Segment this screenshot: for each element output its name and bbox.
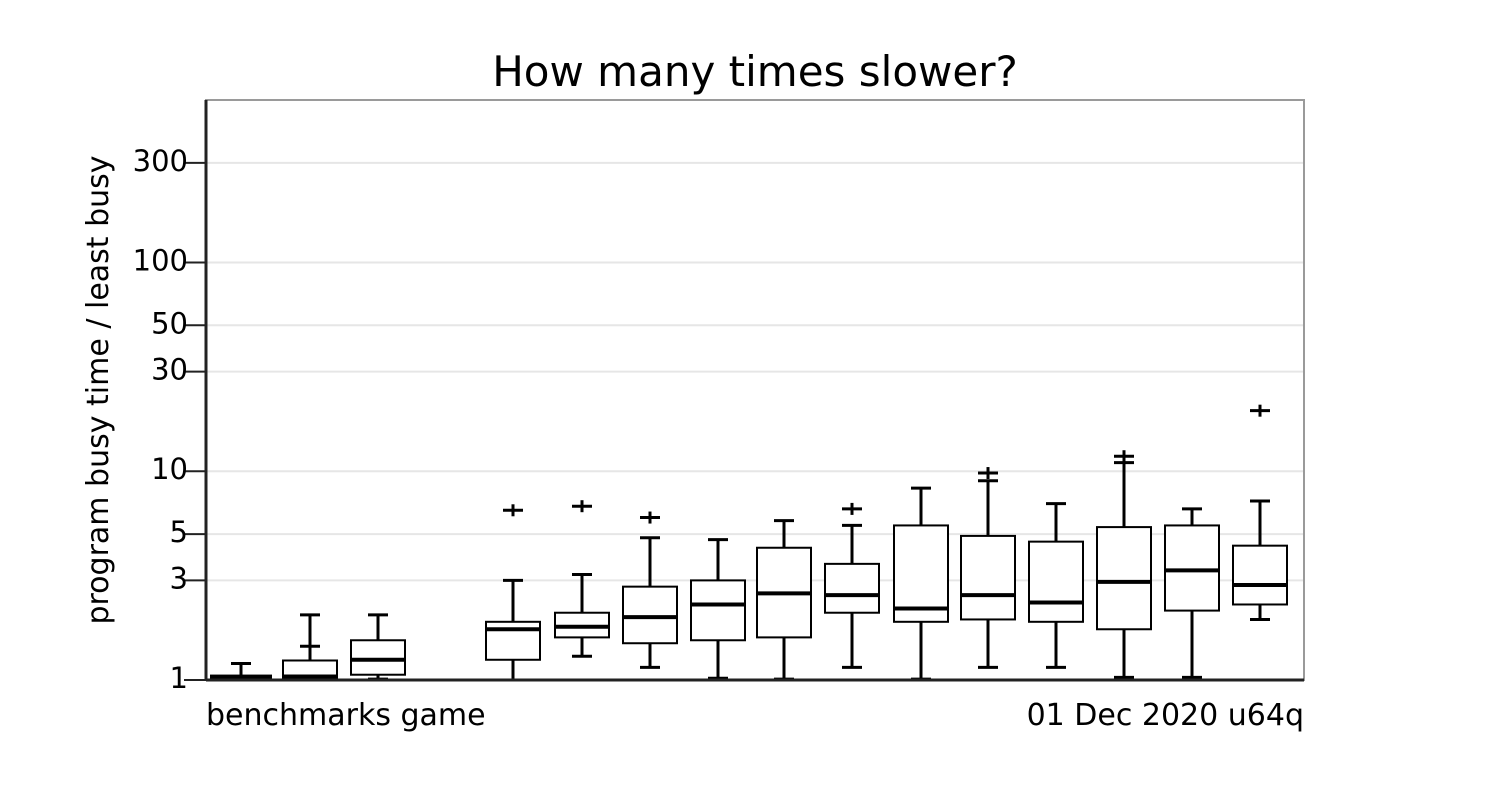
box-9 bbox=[824, 502, 880, 669]
y-tick-label: 30 bbox=[151, 353, 188, 387]
box-5 bbox=[554, 500, 610, 658]
box-series bbox=[210, 404, 1288, 682]
series-label: C++ g++ C++ g++ C++ g++ C++ g++ C++ g++ … bbox=[222, 0, 262, 690]
iqr-box bbox=[350, 639, 406, 676]
box-2 bbox=[282, 613, 338, 682]
box-14 bbox=[1164, 507, 1220, 679]
box-15 bbox=[1232, 404, 1288, 621]
iqr-box bbox=[1096, 526, 1152, 631]
gridlines bbox=[206, 161, 1304, 582]
box-13 bbox=[1096, 450, 1152, 679]
series-label: C gcc C gcc C gcc C gcc C gcc C gcc C gc… bbox=[359, 0, 399, 690]
y-tick-label: 100 bbox=[133, 243, 188, 277]
y-tick-labels: 1 3 5 10 30 50 100 300 bbox=[133, 144, 206, 695]
y-tick-label: 50 bbox=[151, 306, 188, 340]
box-8 bbox=[756, 519, 812, 681]
iqr-box bbox=[960, 534, 1016, 621]
box-1 bbox=[210, 661, 272, 682]
iqr-box bbox=[622, 585, 678, 645]
box-12 bbox=[1028, 502, 1084, 669]
box-7 bbox=[690, 538, 746, 680]
box-11 bbox=[960, 467, 1016, 669]
y-tick-label: 10 bbox=[151, 452, 188, 486]
iqr-box bbox=[824, 562, 880, 614]
y-tick-label: 300 bbox=[133, 144, 188, 178]
box-6 bbox=[622, 511, 678, 669]
box-3 bbox=[350, 613, 406, 681]
box-10 bbox=[893, 486, 949, 681]
y-axis-label: program busy time / least busy bbox=[81, 155, 116, 624]
y-tick-label: 5 bbox=[170, 515, 188, 549]
chart-title: How many times slower? bbox=[492, 47, 1018, 96]
series-label: Rust Rust Rust Rust Rust Rust Rust Rust bbox=[291, 17, 331, 690]
box-4 bbox=[485, 504, 541, 682]
y-tick-label: 3 bbox=[170, 561, 188, 595]
y-tick-label: 1 bbox=[170, 661, 188, 695]
footer-left: benchmarks game bbox=[206, 698, 486, 733]
iqr-box bbox=[690, 579, 746, 642]
iqr-box bbox=[1028, 540, 1084, 623]
footer-right: 01 Dec 2020 u64q bbox=[1027, 698, 1304, 733]
iqr-box bbox=[893, 524, 949, 623]
iqr-box bbox=[1164, 524, 1220, 612]
iqr-box bbox=[1232, 544, 1288, 606]
